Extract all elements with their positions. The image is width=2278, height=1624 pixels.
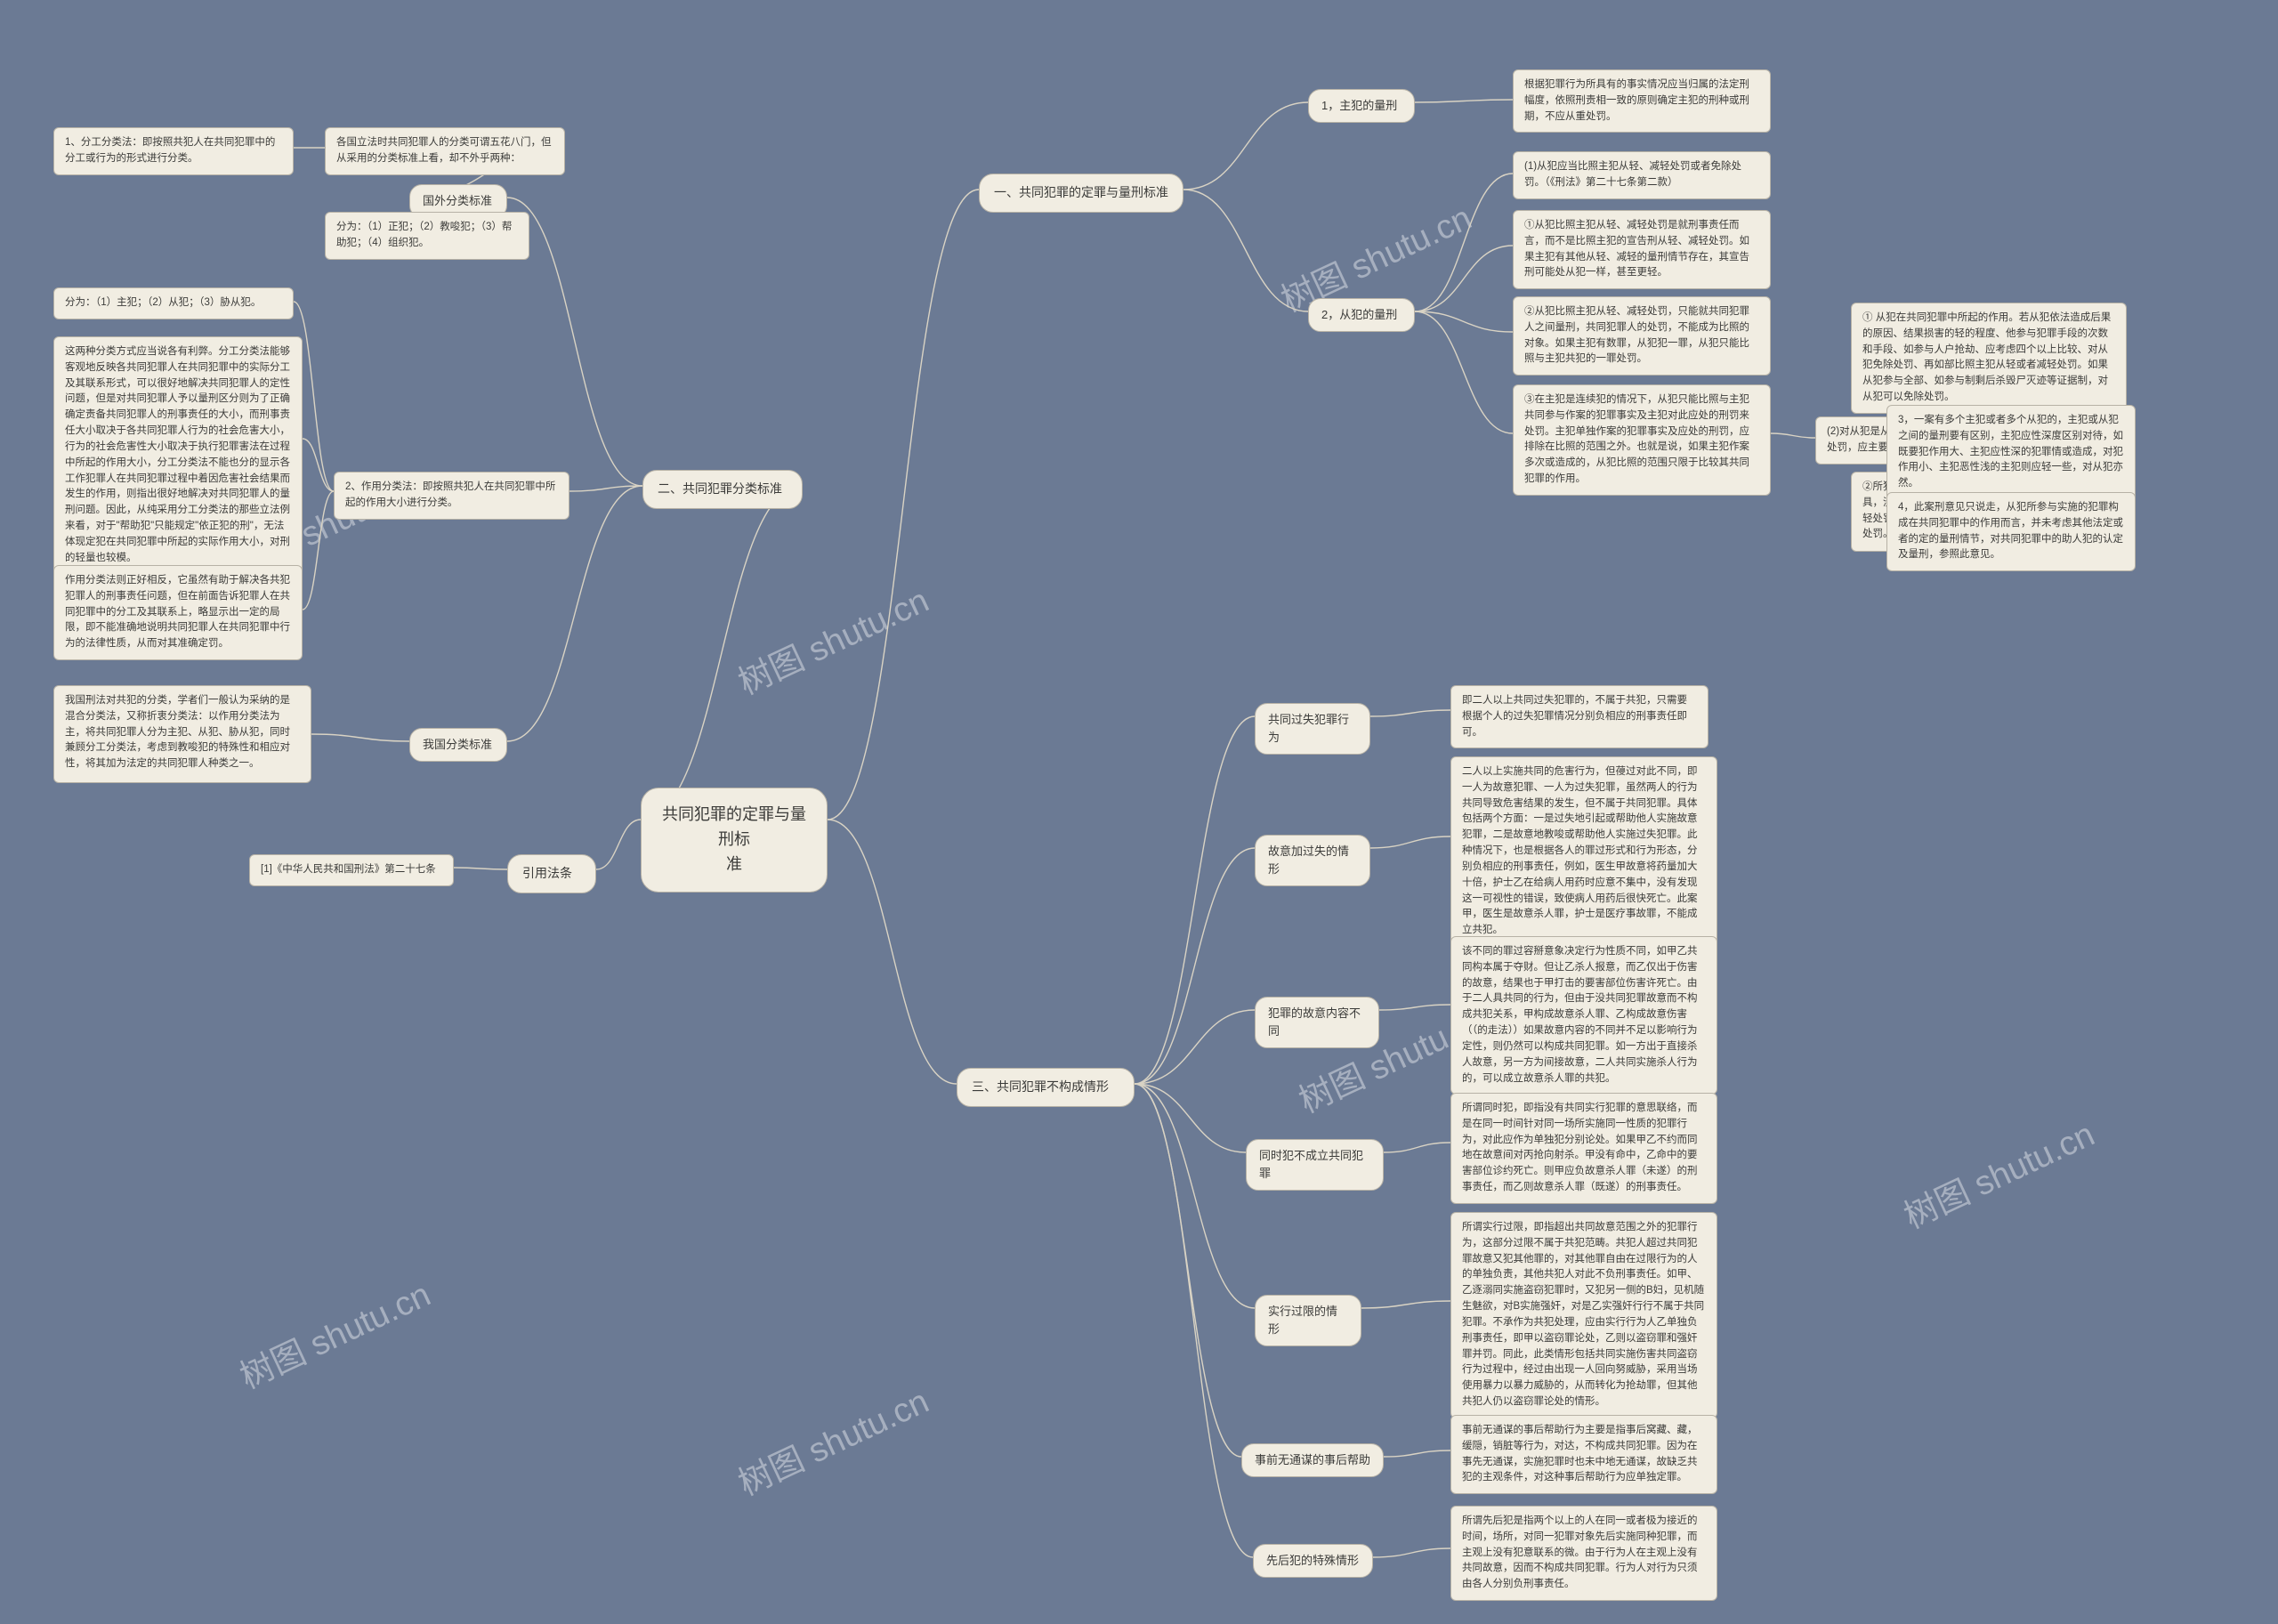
node-n4e1: 所谓实行过限，即指超出共同故意范围之外的犯罪行为，这部分过限不属于共犯范畴。共犯…	[1450, 1212, 1717, 1418]
edge	[1361, 1301, 1450, 1308]
node-n1b4r3: 3，一案有多个主犯或者多个从犯的，主犯或从犯之间的量刑要有区别，主犯应性深度区别…	[1886, 405, 2136, 500]
node-n4a1: 即二人以上共同过失犯罪的，不属于共犯，只需要根据个人的过失犯罪情况分别负相应的刑…	[1450, 685, 1708, 748]
node-n2b2: 这两种分类方式应当说各有利弊。分工分类法能够客观地反映各共同犯罪人在共同犯罪中的…	[53, 336, 303, 574]
node-n4b1: 二人以上实施共同的危害行为，但葠过对此不同，即一人为故意犯罪、一人为过失犯罪，虽…	[1450, 756, 1717, 947]
edge	[641, 486, 803, 820]
node-n2: 二、共同犯罪分类标准	[642, 470, 803, 509]
node-n4d1: 所谓同时犯，即指没有共同实行犯罪的意思联络，而是在同一时间针对同一场所实施同一性…	[1450, 1093, 1717, 1204]
node-n2b: 2、作用分类法：即按照共犯人在共同犯罪中所起的作用大小进行分类。	[334, 472, 570, 520]
node-n1b4r1: ① 从犯在共同犯罪中所起的作用。若从犯依法造成后果的原因、结果损害的轻的程度、他…	[1851, 303, 2127, 414]
node-n4g: 先后犯的特殊情形	[1253, 1544, 1373, 1578]
node-n1b2: ①从犯比照主犯从轻、减轻处罚是就刑事责任而言，而不是比照主犯的宣告刑从轻、减轻处…	[1513, 210, 1771, 289]
edge	[1135, 848, 1255, 1084]
node-n4e: 实行过限的情形	[1255, 1295, 1361, 1346]
edge	[1415, 311, 1513, 332]
edge	[1370, 836, 1450, 848]
edge	[1415, 100, 1513, 102]
node-n1: 一、共同犯罪的定罪与量刑标准	[979, 174, 1183, 213]
node-n4d: 同时犯不成立共同犯罪	[1246, 1139, 1384, 1191]
edge	[1183, 102, 1308, 190]
node-n1b1: (1)从犯应当比照主犯从轻、减轻处罚或者免除处罚。（《刑法》第二十七条第二款）	[1513, 151, 1771, 199]
node-n4c: 犯罪的故意内容不同	[1255, 997, 1379, 1048]
node-n2a1: 1、分工分类法：即按照共犯人在共同犯罪中的分工或行为的形式进行分类。	[53, 127, 294, 175]
edge	[596, 820, 641, 869]
edge	[454, 868, 507, 869]
edge	[303, 439, 334, 491]
edge	[1135, 1084, 1246, 1152]
node-n1a1: 根据犯罪行为所具有的事实情况应当归属的法定刑幅度，依照刑责相一致的原则确定主犯的…	[1513, 69, 1771, 133]
node-n2b3: 作用分类法则正好相反，它虽然有助于解决各共犯犯罪人的刑事责任问题，但在前面告诉犯…	[53, 565, 303, 660]
root-node: 共同犯罪的定罪与量刑标准	[641, 788, 828, 893]
node-n1b3: ②从犯比照主犯从轻、减轻处罚，只能就共同犯罪人之间量刑，共同犯罪人的处罚，不能成…	[1513, 296, 1771, 376]
edge	[1135, 1084, 1253, 1557]
node-n2a1r: 各国立法时共同犯罪人的分类可谓五花八门，但从采用的分类标准上看，却不外乎两种：	[325, 127, 565, 175]
edge	[828, 820, 957, 1084]
edge	[1415, 174, 1513, 311]
node-n1b4: ③在主犯是连续犯的情况下，从犯只能比照与主犯共同参与作案的犯罪事实及主犯对此应处…	[1513, 384, 1771, 496]
edge	[507, 486, 642, 741]
edge	[1379, 1005, 1450, 1010]
edge	[311, 734, 409, 741]
node-n1b: 2，从犯的量刑	[1308, 298, 1415, 332]
edge	[1135, 1084, 1255, 1308]
node-n4a: 共同过失犯罪行为	[1255, 703, 1370, 755]
edge	[303, 491, 334, 610]
node-n2b1: 分为：（1）主犯；（2）从犯；（3）胁从犯。	[53, 287, 294, 319]
node-n4: 三、共同犯罪不构成情形	[957, 1068, 1135, 1107]
edge	[1135, 1010, 1255, 1084]
node-n1b4r4: 4，此案刑意见只说走，从犯所参与实施的犯罪构成在共同犯罪中的作用而言，并未考虑其…	[1886, 492, 2136, 571]
edge	[828, 190, 979, 820]
edge	[1183, 190, 1308, 311]
node-n2c1: 我国刑法对共犯的分类，学者们一般认为采纳的是混合分类法，又称折衷分类法：以作用分…	[53, 685, 311, 783]
node-n4c1: 该不同的罪过容掰意象决定行为性质不同，如甲乙共同构本属于夺财。但让乙杀人报意，而…	[1450, 936, 1717, 1095]
edge	[1415, 246, 1513, 311]
node-n2c: 我国分类标准	[409, 728, 507, 762]
node-n3a: [1]《中华人民共和国刑法》第二十七条	[249, 854, 454, 886]
node-n4f1: 事前无通谋的事后帮助行为主要是指事后窝藏、藏，缓隠，销脏等行为，对达，不构成共同…	[1450, 1415, 1717, 1494]
edge	[1370, 710, 1450, 716]
edge	[1771, 433, 1815, 438]
edge	[1384, 1450, 1450, 1457]
node-n4f: 事前无通谋的事后帮助	[1241, 1443, 1384, 1477]
node-n4b: 故意加过失的情形	[1255, 835, 1370, 886]
edge	[1373, 1548, 1450, 1557]
edge	[1384, 1143, 1450, 1152]
node-n3: 引用法条	[507, 854, 596, 893]
node-n4g1: 所谓先后犯是指两个以上的人在同一或者极为接近的时间，场所，对同一犯罪对象先后实施…	[1450, 1506, 1717, 1601]
edge	[1415, 311, 1513, 433]
node-n2a2: 分为：（1）正犯；（2）教唆犯；（3）帮助犯；（4）组织犯。	[325, 212, 529, 260]
edge	[1135, 716, 1255, 1084]
node-n1a: 1，主犯的量刑	[1308, 89, 1415, 123]
